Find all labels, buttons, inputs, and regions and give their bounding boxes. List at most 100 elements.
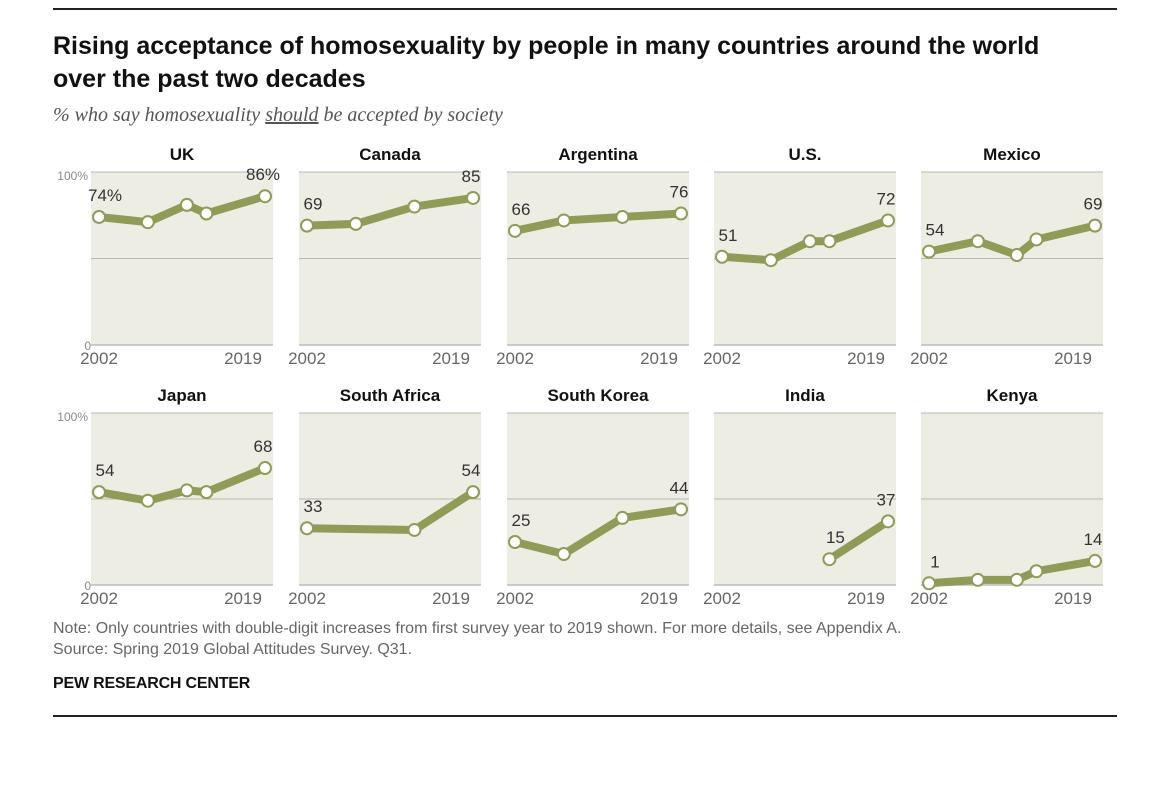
data-point-japan-2002 bbox=[92, 485, 106, 500]
x-tick-start-kenya: 2002 bbox=[910, 589, 948, 608]
data-point-japan-2007 bbox=[140, 493, 155, 508]
data-point-india-2013 bbox=[822, 552, 837, 567]
last-value-label-kenya: 14 bbox=[1084, 530, 1103, 549]
data-point-mexico-2011 bbox=[1009, 248, 1024, 263]
x-tick-end-kenya: 2019 bbox=[1054, 589, 1092, 608]
panel-title-mexico: Mexico bbox=[983, 145, 1041, 164]
panel-title-canada: Canada bbox=[359, 145, 421, 164]
data-point-u-s-2007 bbox=[763, 253, 778, 268]
data-point-u-s-2011 bbox=[802, 234, 817, 249]
data-point-canada-2007 bbox=[348, 216, 363, 231]
data-point-mexico-2007 bbox=[970, 234, 985, 249]
x-tick-end-mexico: 2019 bbox=[1054, 349, 1092, 368]
data-point-uk-2013 bbox=[199, 206, 214, 221]
data-point-uk-2011 bbox=[179, 197, 194, 212]
first-value-label-argentina: 66 bbox=[512, 200, 531, 219]
first-value-label-india: 15 bbox=[826, 528, 845, 547]
panel-title-south-africa: South Africa bbox=[340, 386, 441, 405]
panel-title-uk: UK bbox=[170, 145, 195, 164]
data-point-uk-2019 bbox=[258, 189, 272, 204]
data-point-south-africa-2002 bbox=[300, 521, 314, 536]
top-rule bbox=[53, 8, 1117, 10]
x-tick-start-mexico: 2002 bbox=[910, 349, 948, 368]
y-tick-100-uk: 100% bbox=[57, 169, 88, 183]
data-point-mexico-2019 bbox=[1088, 218, 1102, 233]
data-point-south-korea-2002 bbox=[508, 535, 522, 549]
data-point-india-2019 bbox=[881, 514, 895, 529]
data-point-kenya-2007 bbox=[970, 572, 985, 587]
x-tick-start-japan: 2002 bbox=[80, 589, 118, 608]
chart-note: Note: Only countries with double-digit i… bbox=[53, 620, 902, 637]
chart-title: Rising acceptance of homosexuality by pe… bbox=[53, 32, 1040, 93]
small-multiples-chart: UK 2002 2019 100% 0 74% 86% Canada 2002 2019 69 85 A… bbox=[57, 145, 1103, 608]
data-point-canada-2013 bbox=[407, 199, 422, 214]
data-point-uk-2007 bbox=[140, 215, 155, 230]
first-value-label-canada: 69 bbox=[304, 195, 323, 214]
data-point-kenya-2011 bbox=[1009, 572, 1024, 587]
data-point-south-korea-2007 bbox=[556, 547, 571, 562]
first-value-label-u-s: 51 bbox=[719, 226, 738, 245]
panel-title-japan: Japan bbox=[157, 386, 206, 405]
chart-subtitle: % who say homosexuality should be accept… bbox=[53, 104, 503, 126]
x-tick-start-south-korea: 2002 bbox=[496, 589, 534, 608]
last-value-label-u-s: 72 bbox=[877, 189, 896, 208]
x-tick-end-uk: 2019 bbox=[224, 349, 262, 368]
x-tick-end-argentina: 2019 bbox=[640, 349, 678, 368]
data-point-argentina-2019 bbox=[674, 206, 688, 221]
y-tick-0-japan: 0 bbox=[84, 579, 91, 593]
last-value-label-mexico: 69 bbox=[1084, 195, 1103, 214]
last-value-label-india: 37 bbox=[877, 490, 896, 509]
first-value-label-uk: 74% bbox=[88, 186, 122, 205]
x-tick-start-canada: 2002 bbox=[288, 349, 326, 368]
data-point-uk-2002 bbox=[92, 209, 106, 224]
x-tick-end-japan: 2019 bbox=[224, 589, 262, 608]
brand-name: PEW RESEARCH CENTER bbox=[53, 675, 251, 692]
chart-source: Source: Spring 2019 Global Attitudes Sur… bbox=[53, 641, 413, 658]
data-point-kenya-2013 bbox=[1029, 564, 1044, 579]
x-tick-end-india: 2019 bbox=[847, 589, 885, 608]
x-tick-end-south-africa: 2019 bbox=[432, 589, 470, 608]
data-point-south-africa-2019 bbox=[466, 485, 480, 500]
data-point-kenya-2019 bbox=[1088, 553, 1102, 568]
data-point-japan-2013 bbox=[199, 485, 214, 500]
data-point-japan-2019 bbox=[258, 461, 272, 476]
data-point-u-s-2002 bbox=[715, 249, 729, 264]
series-line-india bbox=[825, 517, 892, 564]
last-value-label-south-africa: 54 bbox=[462, 461, 481, 480]
data-point-u-s-2019 bbox=[881, 213, 895, 228]
data-point-u-s-2013 bbox=[822, 234, 837, 249]
panel-title-india: India bbox=[785, 386, 825, 405]
panel-title-kenya: Kenya bbox=[986, 386, 1038, 405]
data-point-mexico-2002 bbox=[922, 244, 936, 259]
y-tick-0-uk: 0 bbox=[84, 339, 91, 353]
first-value-label-japan: 54 bbox=[96, 461, 115, 480]
last-value-label-south-korea: 44 bbox=[670, 478, 689, 497]
x-tick-end-south-korea: 2019 bbox=[640, 589, 678, 608]
x-tick-start-india: 2002 bbox=[703, 589, 741, 608]
x-tick-start-uk: 2002 bbox=[80, 349, 118, 368]
panel-title-u-s: U.S. bbox=[788, 145, 821, 164]
data-point-kenya-2002 bbox=[922, 576, 936, 591]
data-point-japan-2011 bbox=[179, 483, 194, 498]
first-value-label-south-africa: 33 bbox=[304, 497, 323, 516]
last-value-label-japan: 68 bbox=[254, 437, 273, 456]
first-value-label-south-korea: 25 bbox=[512, 511, 531, 530]
last-value-label-uk: 86% bbox=[246, 165, 280, 184]
x-tick-end-u-s: 2019 bbox=[847, 349, 885, 368]
data-point-canada-2019 bbox=[466, 190, 480, 205]
data-point-argentina-2007 bbox=[556, 213, 571, 228]
data-point-argentina-2013 bbox=[615, 209, 630, 224]
data-point-canada-2002 bbox=[300, 218, 314, 233]
x-tick-end-canada: 2019 bbox=[432, 349, 470, 368]
first-value-label-mexico: 54 bbox=[926, 221, 945, 240]
y-tick-100-japan: 100% bbox=[57, 410, 88, 424]
x-tick-start-south-africa: 2002 bbox=[288, 589, 326, 608]
data-point-argentina-2002 bbox=[508, 223, 522, 238]
last-value-label-argentina: 76 bbox=[670, 183, 689, 202]
x-tick-start-u-s: 2002 bbox=[703, 349, 741, 368]
data-point-south-korea-2013 bbox=[615, 510, 630, 525]
bottom-rule bbox=[53, 715, 1117, 717]
x-tick-start-argentina: 2002 bbox=[496, 349, 534, 368]
data-point-mexico-2013 bbox=[1029, 232, 1044, 247]
series-line-argentina bbox=[511, 209, 685, 235]
